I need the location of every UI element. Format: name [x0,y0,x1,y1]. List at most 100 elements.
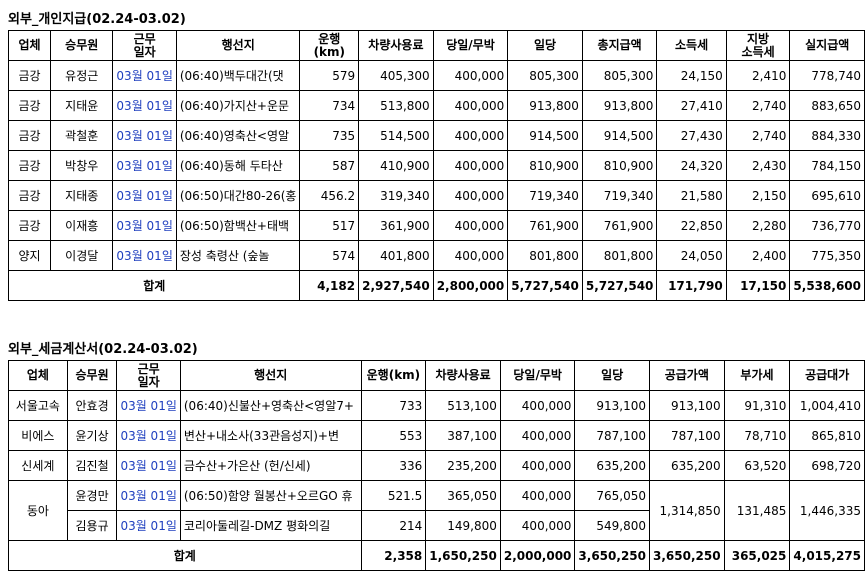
route-cell: (06:50)함양 월봉산+오르GO 휴 [179,480,362,511]
day-trip-cell: 400,000 [432,210,509,241]
income-tax-cell: 22,850 [656,210,727,241]
day-trip-cell: 400,000 [432,90,509,121]
route-cell: 장성 축령산 (숲놀 [175,240,301,271]
company-cell: 동아 [8,480,68,541]
date-cell: 03월 01일 [112,210,177,241]
supply-total-cell: 1,004,410 [789,390,865,421]
total-pay-cell: 913,800 [581,90,658,121]
header-cell: 업체 [7,30,52,61]
header-cell: 지방 소득세 [725,30,791,61]
route-cell: 변산+내소사(33관음성지)+변 [179,420,362,451]
km-cell: 521.5 [360,480,427,511]
vehicle-fee-cell: 513,100 [425,390,501,421]
total-pay-cell: 805,300 [581,60,658,91]
driver-cell: 안효경 [66,390,118,421]
table-row: 신세계 김진철 03월 01일 금수산+가은산 (헌/신세) 336 235,200 400… [8,450,865,481]
day-trip-cell: 400,000 [432,180,509,211]
km-cell: 574 [299,240,360,271]
total-pay-cell: 801,800 [581,240,658,271]
supply-value-cell: 635,200 [649,450,725,481]
driver-cell: 지태종 [50,180,114,211]
supply-total-cell: 865,810 [789,420,865,451]
header-cell: 공급대가 [789,360,865,391]
net-pay-cell: 884,330 [789,120,865,151]
table-header-row: 업체 승무원 근무 일자 행선지 운행(km) 차량사용료 당일/무박 일당 공… [8,360,865,391]
supply-total-cell: 698,720 [789,450,865,481]
local-tax-cell: 2,740 [725,120,791,151]
supply-value-cell: 913,100 [649,390,725,421]
vehicle-fee-cell: 235,200 [425,450,501,481]
table-row: 금강 지태종 03월 01일 (06:50)대간80-26(홍 456.2 319,340… [7,180,865,211]
total-pay-cell: 810,900 [581,150,658,181]
day-trip-cell: 400,000 [499,390,576,421]
header-cell: 근무 일자 [116,360,181,391]
vat-cell: 63,520 [723,450,791,481]
day-trip-cell: 400,000 [499,450,576,481]
header-cell: 실지급액 [789,30,865,61]
route-cell: 금수산+가은산 (헌/신세) [179,450,362,481]
income-tax-cell: 24,050 [656,240,727,271]
km-cell: 553 [360,420,427,451]
header-cell: 행선지 [175,30,301,61]
company-cell: 금강 [7,90,52,121]
table-row: 비에스 윤기상 03월 01일 변산+내소사(33관음성지)+변 553 387,100 4… [8,420,865,451]
header-cell: 차량사용료 [425,360,501,391]
tax-invoice-table: 업체 승무원 근무 일자 행선지 운행(km) 차량사용료 당일/무박 일당 공… [8,360,865,571]
header-cell: 당일/무박 [432,30,509,61]
company-cell: 금강 [7,210,52,241]
km-cell: 517 [299,210,360,241]
table-row: 금강 유정근 03월 01일 (06:40)백두대간(댓 579 405,300 400,0… [7,60,865,91]
route-cell: (06:40)가지산+운문 [175,90,301,121]
total-row: 합계 2,358 1,650,250 2,000,000 3,650,250 3,650,… [8,540,865,571]
total-vat-cell: 365,025 [723,540,791,571]
net-pay-cell: 736,770 [789,210,865,241]
income-tax-cell: 21,580 [656,180,727,211]
total-day-trip-cell: 2,800,000 [432,270,509,301]
day-trip-cell: 400,000 [499,420,576,451]
driver-cell: 유정근 [50,60,114,91]
date-cell: 03월 01일 [112,150,177,181]
route-cell: 코리아둘레길-DMZ 평화의길 [179,510,362,541]
vehicle-fee-cell: 405,300 [358,60,434,91]
table-row: 서울고속 안효경 03월 01일 (06:40)신불산+영축산<영알7+ 733 513,… [8,390,865,421]
daily-cell: 914,500 [507,120,583,151]
header-cell: 당일/무박 [499,360,576,391]
net-pay-cell: 775,350 [789,240,865,271]
total-km-cell: 2,358 [360,540,427,571]
route-cell: (06:40)신불산+영축산<영알7+ [179,390,362,421]
route-cell: (06:50)대간80-26(홍 [175,180,301,211]
company-cell: 신세계 [8,450,68,481]
header-cell: 일당 [507,30,583,61]
vehicle-fee-cell: 401,800 [358,240,434,271]
header-cell: 업체 [8,360,68,391]
income-tax-cell: 24,150 [656,60,727,91]
total-label: 합계 [8,540,362,571]
supply-value-cell: 787,100 [649,420,725,451]
income-tax-cell: 27,410 [656,90,727,121]
vehicle-fee-cell: 514,500 [358,120,434,151]
local-tax-cell: 2,280 [725,210,791,241]
header-cell: 차량사용료 [358,30,434,61]
total-vehicle-fee-cell: 2,927,540 [358,270,434,301]
driver-cell: 지태윤 [50,90,114,121]
daily-cell: 765,050 [574,480,650,511]
company-cell: 양지 [7,240,52,271]
net-pay-cell: 883,650 [789,90,865,121]
total-pay-cell: 719,340 [581,180,658,211]
total-pay-cell: 914,500 [581,120,658,151]
local-tax-cell: 2,410 [725,60,791,91]
day-trip-cell: 400,000 [432,240,509,271]
route-cell: (06:40)백두대간(댓 [175,60,301,91]
daily-cell: 801,800 [507,240,583,271]
driver-cell: 김용규 [66,510,118,541]
header-cell: 공급가액 [649,360,725,391]
supply-total-cell: 1,446,335 [789,480,865,541]
total-pay-cell: 761,900 [581,210,658,241]
driver-cell: 이재흥 [50,210,114,241]
vehicle-fee-cell: 387,100 [425,420,501,451]
driver-cell: 김진철 [66,450,118,481]
total-supply-value-cell: 3,650,250 [649,540,725,571]
section2-title: 외부_세금계산서(02.24-03.02) [8,342,198,357]
date-cell: 03월 01일 [112,180,177,211]
km-cell: 734 [299,90,360,121]
